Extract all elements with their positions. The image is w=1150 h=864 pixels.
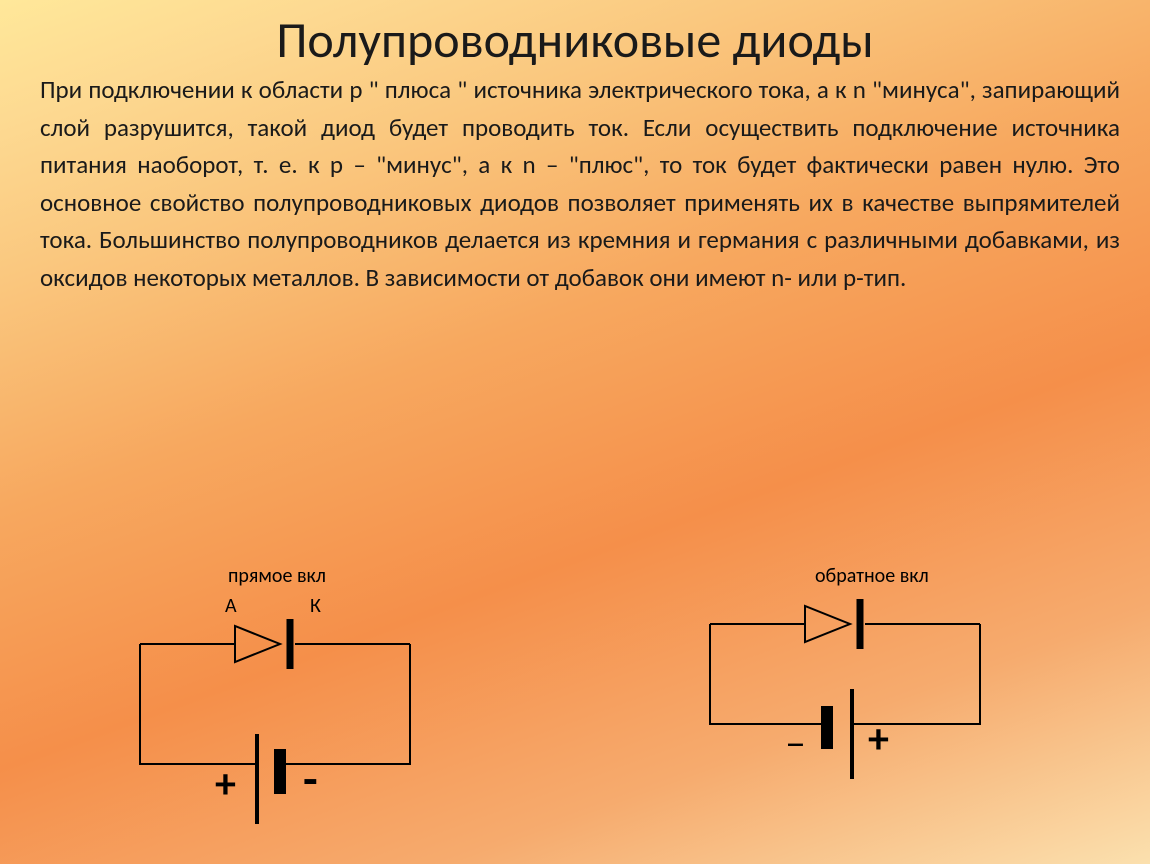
left-plus: + [215, 759, 236, 810]
left-minus: - [303, 749, 318, 808]
slide: Полупроводниковые диоды При подключении … [0, 0, 1150, 864]
slide-body: При подключении к области p " плюса " ис… [0, 71, 1150, 296]
right-plus: + [868, 714, 889, 765]
diagrams-area: прямое вкл А К + - обратное вкл [0, 564, 1150, 844]
right-minus: _ [788, 714, 803, 751]
right-circuit-svg [680, 594, 1010, 824]
left-circuit-svg [110, 614, 440, 844]
slide-title: Полупроводниковые диоды [0, 0, 1150, 71]
left-caption: прямое вкл [228, 564, 326, 588]
right-caption: обратное вкл [815, 564, 929, 588]
